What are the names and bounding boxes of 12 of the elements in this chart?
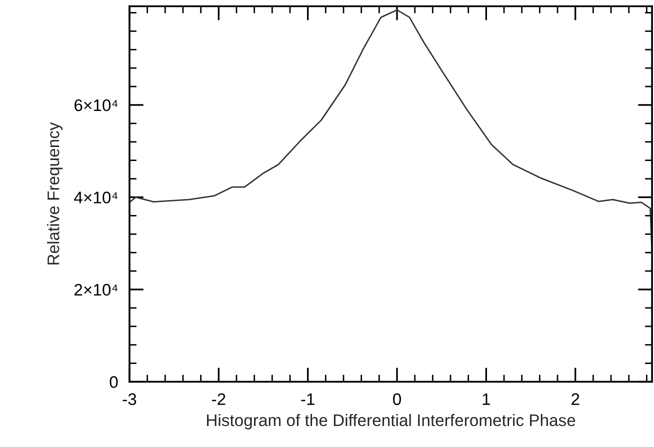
x-axis-title: Histogram of the Differential Interferometric Phase	[207, 414, 576, 430]
y-tick-label: 0	[110, 376, 118, 388]
x-tick-label: -2	[212, 393, 226, 405]
y-axis-title: Relative Frequency	[47, 122, 63, 264]
x-tick-label: 1	[482, 393, 490, 405]
y-tick-label: 6×10⁴	[74, 99, 118, 112]
y-tick-label: 2×10⁴	[74, 284, 118, 296]
x-tick-label: 0	[393, 393, 401, 406]
y-tick-label: 4×10⁴	[74, 192, 118, 204]
x-tick-label: -3	[122, 393, 136, 406]
x-tick-label: 2	[572, 393, 580, 405]
x-tick-label: -1	[301, 393, 314, 405]
